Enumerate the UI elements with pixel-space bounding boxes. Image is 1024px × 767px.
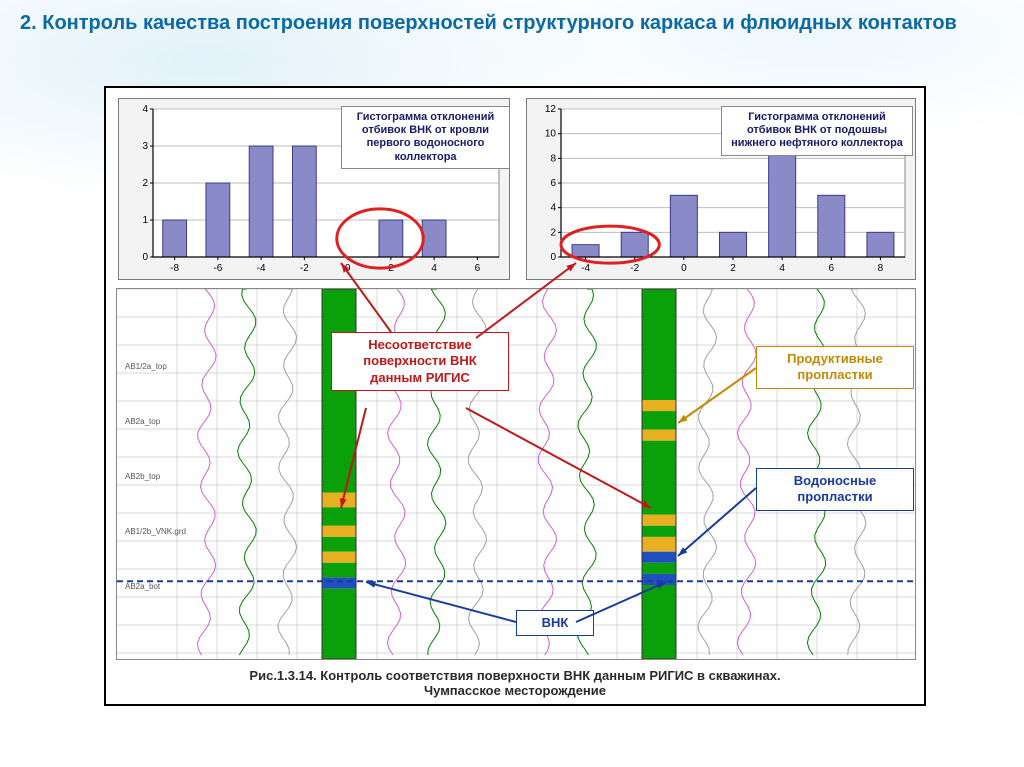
svg-text:0: 0	[345, 263, 351, 274]
svg-text:1: 1	[142, 215, 148, 226]
svg-text:6: 6	[475, 263, 481, 274]
histogram-right-legend: Гистограмма отклонений отбивок ВНК от по…	[721, 106, 913, 156]
svg-text:8: 8	[878, 263, 884, 274]
svg-text:6: 6	[550, 178, 556, 189]
figure-caption: Рис.1.3.14. Контроль соответствия поверх…	[106, 668, 924, 698]
svg-text:2: 2	[550, 227, 556, 238]
svg-text:4: 4	[142, 104, 148, 115]
svg-text:0: 0	[142, 252, 148, 263]
svg-text:3: 3	[142, 141, 148, 152]
svg-text:AB2a_bot: AB2a_bot	[125, 582, 161, 591]
svg-text:-2: -2	[300, 263, 309, 274]
svg-text:-8: -8	[170, 263, 179, 274]
svg-text:4: 4	[779, 263, 785, 274]
svg-text:AB1/2a_top: AB1/2a_top	[125, 362, 167, 371]
svg-text:4: 4	[431, 263, 437, 274]
svg-text:-2: -2	[630, 263, 639, 274]
svg-text:-4: -4	[257, 263, 266, 274]
svg-text:AB2a_top: AB2a_top	[125, 417, 161, 426]
svg-text:AB1/2b_VNK.grd: AB1/2b_VNK.grd	[125, 527, 186, 536]
callout-mismatch: Несоответствие поверхности ВНК данным РИ…	[331, 332, 509, 391]
figure-frame: 01234-8-6-4-20246 Гистограмма отклонений…	[104, 86, 926, 706]
svg-text:-6: -6	[213, 263, 222, 274]
callout-aquifer: Водоносные пропластки	[756, 468, 914, 511]
svg-text:12: 12	[545, 104, 557, 115]
svg-text:0: 0	[550, 252, 556, 263]
callout-productive: Продуктивные пропластки	[756, 346, 914, 389]
page-title: 2. Контроль качества построения поверхно…	[20, 10, 1004, 36]
svg-text:-4: -4	[581, 263, 590, 274]
callout-vnk: ВНК	[516, 610, 594, 636]
svg-text:6: 6	[829, 263, 835, 274]
svg-text:2: 2	[730, 263, 736, 274]
svg-text:2: 2	[142, 178, 148, 189]
svg-text:10: 10	[545, 129, 557, 140]
histogram-left-legend: Гистограмма отклонений отбивок ВНК от кр…	[341, 106, 510, 169]
svg-text:8: 8	[550, 153, 556, 164]
svg-text:4: 4	[550, 203, 556, 214]
svg-text:0: 0	[681, 263, 687, 274]
svg-text:AB2b_top: AB2b_top	[125, 472, 161, 481]
